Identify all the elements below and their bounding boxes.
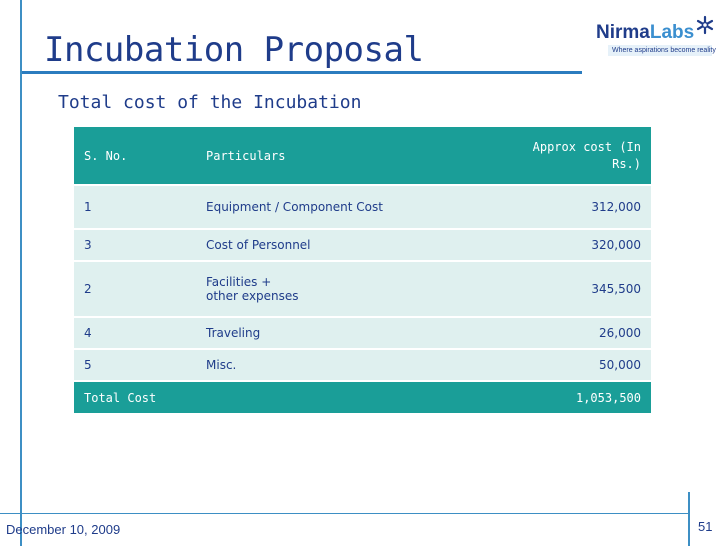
footer-date: December 10, 2009 [6, 522, 121, 537]
cell-sno: 2 [74, 261, 196, 318]
cell-particulars-line1: Facilities + [206, 275, 272, 289]
cell-cost: 26,000 [503, 317, 651, 350]
cell-particulars: Traveling [196, 317, 503, 350]
cell-cost: 320,000 [503, 229, 651, 262]
table-row: 3 Cost of Personnel 320,000 [74, 229, 651, 262]
table-total-row: Total Cost 1,053,500 [74, 381, 651, 415]
header-cost: Approx cost (In Rs.) [503, 127, 651, 186]
left-accent-rule [20, 0, 22, 546]
table-row: 4 Traveling 26,000 [74, 317, 651, 350]
logo-asterisk-icon [696, 15, 714, 35]
footer-rule [0, 513, 690, 514]
cell-particulars: Equipment / Component Cost [196, 185, 503, 230]
header-particulars: Particulars [196, 127, 503, 186]
title-underline [22, 71, 582, 74]
table-row: 5 Misc. 50,000 [74, 349, 651, 382]
table-row: 2 Facilities + other expenses 345,500 [74, 261, 651, 318]
cell-particulars: Misc. [196, 349, 503, 382]
cell-sno: 3 [74, 229, 196, 262]
cell-particulars: Facilities + other expenses [196, 261, 503, 318]
total-cost: 1,053,500 [503, 381, 651, 415]
logo-brand-part2: Labs [649, 22, 695, 43]
cell-cost: 50,000 [503, 349, 651, 382]
cell-sno: 4 [74, 317, 196, 350]
page-number-divider [688, 492, 690, 546]
cell-sno: 1 [74, 185, 196, 230]
cell-cost: 345,500 [503, 261, 651, 318]
cell-particulars-line2: other expenses [206, 289, 299, 303]
cell-cost: 312,000 [503, 185, 651, 230]
table-row: 1 Equipment / Component Cost 312,000 [74, 185, 651, 230]
logo-brand-part1: Nirma [596, 22, 650, 43]
logo-tagline: Where aspirations become reality [612, 47, 716, 54]
cell-particulars: Cost of Personnel [196, 229, 503, 262]
cell-sno: 5 [74, 349, 196, 382]
logo-wordmark: NirmaLabs [596, 22, 694, 44]
table-header-row: S. No. Particulars Approx cost (In Rs.) [74, 127, 651, 186]
cost-table: S. No. Particulars Approx cost (In Rs.) … [74, 127, 651, 415]
header-sno: S. No. [74, 127, 196, 186]
slide-subtitle: Total cost of the Incubation [58, 92, 362, 113]
page-number: 51 [698, 519, 713, 534]
nirmalabs-logo: NirmaLabs Where aspirations become reali… [596, 15, 718, 66]
slide-title: Incubation Proposal [44, 30, 424, 70]
total-label: Total Cost [74, 381, 503, 415]
logo-tagline-bar [608, 45, 712, 56]
